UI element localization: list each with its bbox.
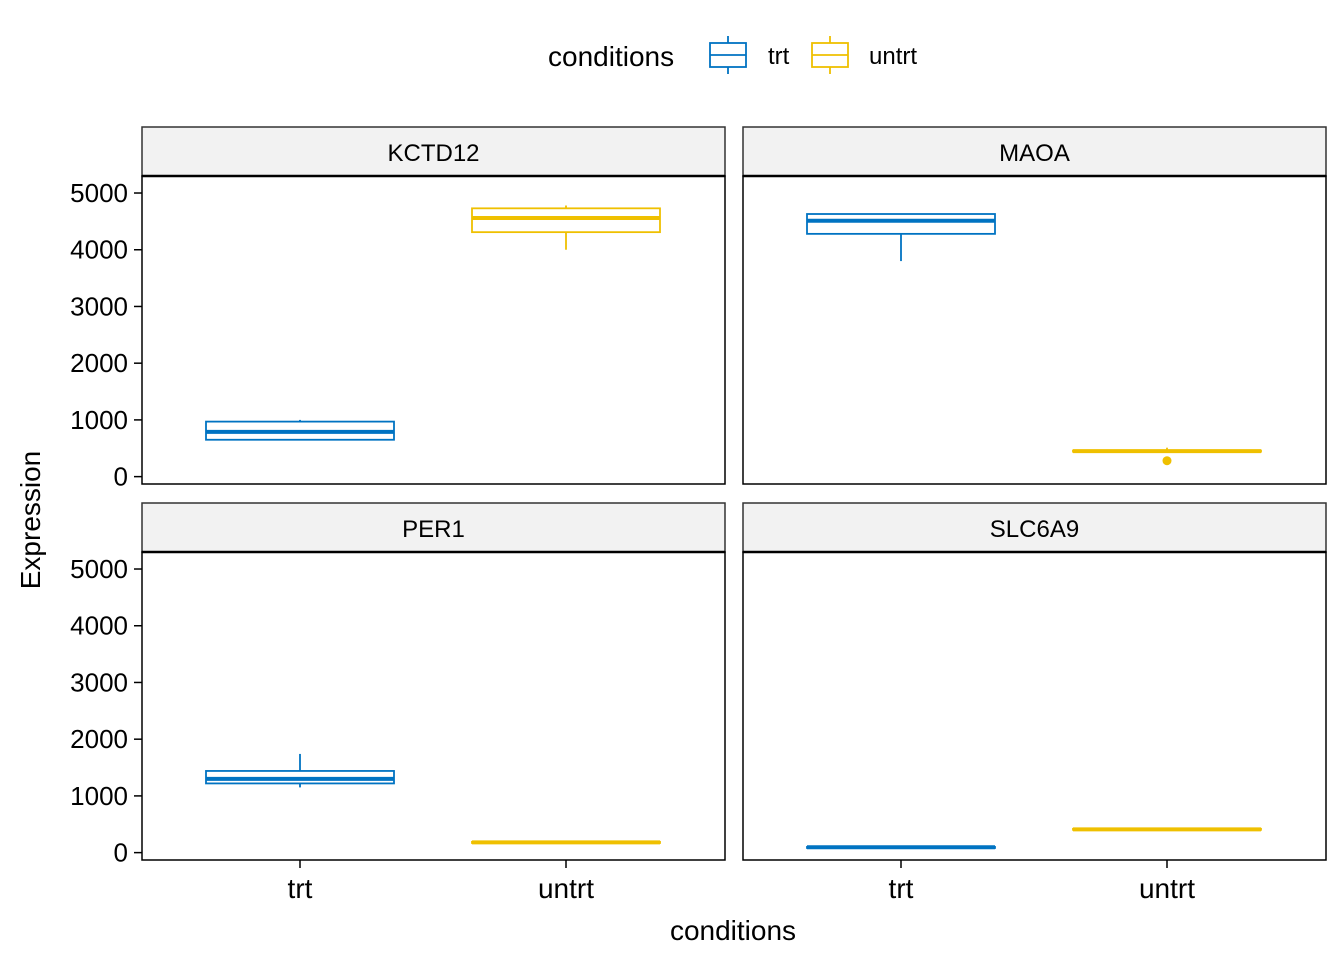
x-tick-label: trt xyxy=(288,873,313,904)
box-untrt xyxy=(471,205,661,250)
x-tick-label: untrt xyxy=(1139,873,1195,904)
y-tick-label: 0 xyxy=(114,462,128,492)
box-iqr xyxy=(471,207,661,234)
legend-key-untrt xyxy=(811,36,849,74)
box-iqr xyxy=(806,213,996,235)
facet-strip-label: MAOA xyxy=(999,140,1070,167)
box-untrt xyxy=(1072,827,1262,832)
legend-key-trt xyxy=(709,36,747,74)
box-trt xyxy=(806,213,996,262)
y-tick-label: 1000 xyxy=(70,781,128,811)
x-tick-label: trt xyxy=(889,873,914,904)
y-tick-label: 3000 xyxy=(70,291,128,321)
legend-label-trt: trt xyxy=(768,43,790,70)
facet-panel: KCTD12 0 1000 2000 3000 4000 5000 xyxy=(70,126,726,492)
outlier-point xyxy=(1162,456,1172,466)
facet-panel: SLC6A9 trt untrt xyxy=(742,502,1327,904)
facet-strip xyxy=(742,126,1327,177)
y-axis-title: Expression xyxy=(15,451,46,590)
legend-label-untrt: untrt xyxy=(869,43,917,70)
box-trt xyxy=(205,753,395,788)
facet-strip xyxy=(141,126,726,177)
facet-panel: MAOA xyxy=(742,126,1327,485)
y-tick-label: 4000 xyxy=(70,235,128,265)
y-tick-label: 0 xyxy=(114,838,128,868)
box-untrt xyxy=(471,840,661,845)
x-tick-label: untrt xyxy=(538,873,594,904)
box-trt xyxy=(205,419,395,441)
facet-strip xyxy=(742,502,1327,553)
facet-strip-label: SLC6A9 xyxy=(990,516,1079,543)
y-tick-label: 2000 xyxy=(70,724,128,754)
box-untrt xyxy=(1072,447,1262,466)
facet-strip xyxy=(141,502,726,553)
facet-strip-label: PER1 xyxy=(402,516,465,543)
legend-title: conditions xyxy=(548,41,674,72)
panel-border xyxy=(141,551,726,861)
facet-strip-label: KCTD12 xyxy=(387,140,479,167)
box-trt xyxy=(806,845,996,850)
legend: conditions trt untrt xyxy=(548,36,917,74)
y-tick-label: 1000 xyxy=(70,405,128,435)
y-tick-label: 3000 xyxy=(70,667,128,697)
y-tick-label: 2000 xyxy=(70,348,128,378)
facet-panel: PER1 0 1000 2000 3000 4000 5000 trt untrt xyxy=(70,502,726,904)
x-axis-title: conditions xyxy=(670,915,796,946)
panel-border xyxy=(742,551,1327,861)
y-tick-label: 4000 xyxy=(70,611,128,641)
y-tick-label: 5000 xyxy=(70,554,128,584)
y-tick-label: 5000 xyxy=(70,178,128,208)
